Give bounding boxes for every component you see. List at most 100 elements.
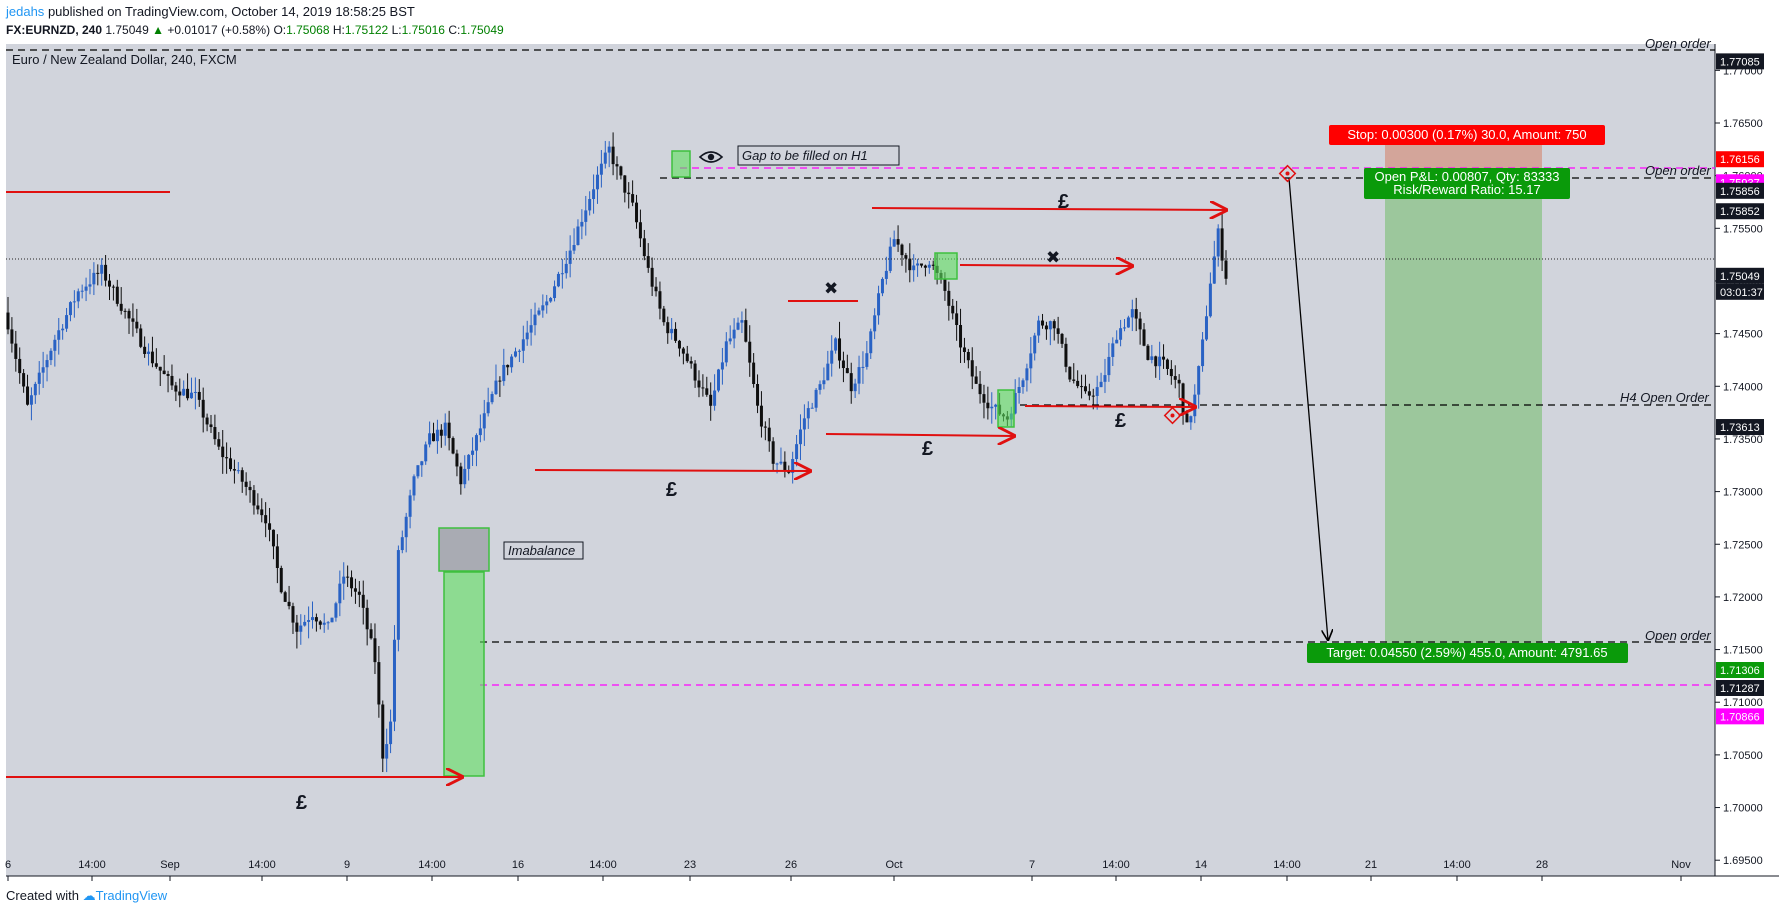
candle-body bbox=[186, 388, 190, 399]
candle-body bbox=[1044, 325, 1048, 330]
candle-body bbox=[1041, 320, 1045, 326]
candle-body bbox=[240, 470, 244, 482]
candle-body bbox=[381, 704, 385, 759]
price-tick-label: 1.73500 bbox=[1723, 434, 1763, 446]
candle-body bbox=[213, 427, 217, 440]
candle-body bbox=[736, 322, 740, 330]
created-with-text: Created with bbox=[6, 888, 79, 903]
candle-body bbox=[287, 601, 291, 607]
imbalance-note-box bbox=[503, 541, 584, 560]
candle-body bbox=[650, 267, 654, 287]
candle-body bbox=[14, 343, 18, 359]
candle-body bbox=[1013, 393, 1017, 414]
candle-body bbox=[115, 286, 119, 304]
candle-body bbox=[1216, 228, 1220, 257]
price-tick-label: 1.74000 bbox=[1723, 381, 1763, 393]
stop-label-text: Stop: 0.00300 (0.17%) 30.0, Amount: 750 bbox=[1347, 127, 1586, 142]
candle-body bbox=[22, 373, 26, 387]
candle-body bbox=[595, 174, 599, 190]
candle-body bbox=[396, 550, 400, 640]
candle-body bbox=[392, 639, 396, 722]
candle-body bbox=[232, 469, 236, 471]
candle-body bbox=[447, 422, 451, 439]
candle-body bbox=[978, 383, 982, 395]
candle-body bbox=[443, 422, 447, 436]
candle-body bbox=[104, 264, 108, 281]
candle-body bbox=[182, 388, 186, 396]
candle-body bbox=[1123, 327, 1126, 329]
footer: Created with ☁TradingView bbox=[6, 888, 167, 904]
time-tick-label: Nov bbox=[1671, 859, 1691, 871]
pl-label-text: Open P&L: 0.00807, Qty: 83333 bbox=[1374, 169, 1559, 184]
candle-body bbox=[1126, 317, 1130, 328]
candle-body bbox=[307, 620, 311, 622]
candle-body bbox=[685, 353, 689, 362]
candle-body bbox=[564, 263, 568, 274]
time-tick-label: 14 bbox=[1195, 859, 1207, 871]
candle-body bbox=[119, 303, 123, 311]
time-tick-label: 14:00 bbox=[1273, 859, 1301, 871]
tradingview-link[interactable]: TradingView bbox=[95, 888, 168, 903]
candle-body bbox=[1033, 335, 1037, 354]
author-link[interactable]: jedahs bbox=[6, 4, 45, 19]
candle-body bbox=[627, 192, 631, 195]
candle-body bbox=[209, 424, 213, 428]
pound-marker-4: £ bbox=[1058, 191, 1069, 213]
candle-body bbox=[717, 369, 720, 391]
time-tick-label: 9 bbox=[344, 859, 350, 871]
last-price: 1.75049 bbox=[105, 23, 149, 37]
stop-crosshair-icon bbox=[1163, 406, 1182, 425]
candle-body bbox=[1119, 328, 1123, 340]
candle-body bbox=[759, 405, 763, 427]
candle-body bbox=[1134, 309, 1138, 319]
candle-body bbox=[49, 350, 53, 361]
candle-body bbox=[1060, 333, 1064, 344]
tradingview-logo-icon[interactable]: ☁ bbox=[82, 888, 96, 903]
candle-body bbox=[662, 308, 666, 323]
candle-body bbox=[1150, 356, 1154, 360]
candle-body bbox=[1099, 381, 1103, 388]
candle-body bbox=[966, 351, 970, 361]
candle-body bbox=[931, 264, 935, 266]
open-order-label-mid: Open order bbox=[1645, 163, 1711, 178]
price-badge bbox=[1716, 708, 1764, 725]
candle-body bbox=[599, 163, 603, 175]
candle-body bbox=[314, 617, 318, 622]
candle-body bbox=[947, 290, 951, 306]
candle-body bbox=[111, 286, 115, 288]
candle-body bbox=[912, 265, 916, 271]
time-tick-label: 14:00 bbox=[1102, 859, 1130, 871]
projection-arrow bbox=[1288, 177, 1328, 640]
candle-body bbox=[1052, 321, 1056, 329]
candle-body bbox=[869, 331, 873, 354]
candle-body bbox=[377, 662, 381, 705]
candle-body bbox=[533, 314, 537, 326]
candle-body bbox=[41, 367, 45, 373]
supply-zone-box bbox=[671, 150, 691, 178]
published-text: published on TradingView.com, October 14… bbox=[47, 4, 415, 19]
candle-body bbox=[57, 330, 61, 340]
candle-body bbox=[37, 372, 41, 384]
candle-body bbox=[428, 433, 432, 445]
candle-body bbox=[974, 376, 978, 384]
candle-body bbox=[908, 258, 912, 271]
candle-body bbox=[814, 389, 818, 408]
candle-body bbox=[439, 429, 443, 436]
candle-body bbox=[822, 380, 826, 385]
price-badge-text: 1.70866 bbox=[1720, 711, 1760, 723]
cross-marker-2: ✖ bbox=[1046, 248, 1060, 267]
candle-body bbox=[268, 523, 272, 530]
time-tick-label: 21 bbox=[1365, 859, 1377, 871]
symbol-label: FX:EURNZD, 240 bbox=[6, 23, 103, 37]
price-tick-label: 1.71000 bbox=[1723, 697, 1763, 709]
open-order-label-low: Open order bbox=[1645, 628, 1711, 643]
candle-body bbox=[369, 629, 373, 639]
countdown-text: 03:01:37 bbox=[1720, 287, 1763, 299]
candle-body bbox=[303, 621, 307, 626]
candle-body bbox=[404, 516, 408, 538]
price-axis[interactable]: 1.770001.765001.760001.755001.750001.745… bbox=[1715, 65, 1763, 867]
eye-icon bbox=[698, 151, 724, 163]
low-label: L: bbox=[391, 23, 402, 37]
time-axis[interactable]: 6 14:00 Sep 14:00 9 14:00 16 14:00 23 26 Oct 7 14:00… bbox=[5, 859, 1691, 881]
